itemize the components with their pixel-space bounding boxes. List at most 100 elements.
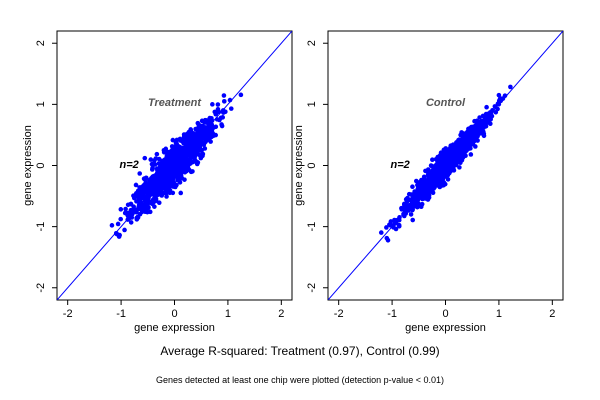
footnote: Genes detected at least one chip were pl… <box>156 375 444 385</box>
x-tick-label: 1 <box>225 308 231 320</box>
data-point <box>153 196 159 202</box>
data-point <box>215 102 221 107</box>
data-point <box>195 132 200 138</box>
data-point <box>164 194 169 199</box>
data-point <box>184 166 190 172</box>
data-point <box>202 133 208 139</box>
data-point <box>161 179 167 185</box>
y-axis-label: gene expression <box>22 125 34 206</box>
scatter-panel-2: -2 -1 0 1 2 -2 -1 0 1 2 gene expression gene expres… <box>293 30 564 334</box>
data-point <box>160 159 166 165</box>
data-point <box>209 134 214 140</box>
data-point <box>183 146 188 151</box>
x-tick-label: 1 <box>496 308 502 320</box>
data-point <box>190 169 195 174</box>
data-point <box>405 195 410 201</box>
data-point <box>195 120 201 126</box>
data-point <box>156 161 162 166</box>
y-tick-label: 2 <box>306 40 318 46</box>
data-point <box>118 207 124 212</box>
data-point <box>448 143 454 149</box>
data-point <box>128 201 134 207</box>
y-tick-label: -2 <box>35 283 47 293</box>
x-axis-label: gene expression <box>405 322 486 334</box>
data-point <box>213 132 218 138</box>
y-tick-label: 0 <box>35 162 47 168</box>
data-point <box>143 175 149 181</box>
data-point <box>210 102 215 107</box>
y-tick-label: 0 <box>306 162 318 168</box>
data-point <box>165 158 170 163</box>
data-point <box>468 128 474 134</box>
data-point <box>159 175 165 181</box>
data-point <box>152 204 157 209</box>
data-point <box>154 151 160 157</box>
data-point <box>474 119 479 124</box>
data-point <box>438 150 444 156</box>
x-tick-label: 2 <box>278 308 284 320</box>
data-point <box>413 178 419 184</box>
y-tick-label: -2 <box>306 283 318 293</box>
data-point <box>212 109 218 115</box>
data-point <box>164 153 170 159</box>
x-axis-label: gene expression <box>134 322 215 334</box>
data-point <box>192 153 198 159</box>
x-tick-label: -1 <box>116 308 126 320</box>
data-point <box>158 192 164 198</box>
data-point <box>421 194 427 199</box>
data-point <box>175 177 180 183</box>
data-point <box>118 216 124 222</box>
data-point <box>199 147 205 153</box>
data-point <box>508 84 513 90</box>
data-point <box>206 120 212 125</box>
data-point <box>488 121 493 127</box>
data-point <box>137 171 143 176</box>
data-point <box>156 200 162 206</box>
data-point <box>221 99 227 104</box>
y-tick-label: -1 <box>306 222 318 232</box>
data-point <box>404 203 409 208</box>
data-point <box>199 126 204 132</box>
data-point <box>139 184 145 190</box>
y-tick-label: -1 <box>35 222 47 232</box>
data-point <box>427 188 432 194</box>
data-point <box>142 188 148 194</box>
data-point <box>159 185 164 191</box>
data-point <box>221 109 226 115</box>
data-point <box>151 175 157 180</box>
data-point <box>149 201 154 206</box>
data-point <box>135 214 141 220</box>
data-point <box>165 149 171 155</box>
data-point <box>481 133 487 139</box>
data-point <box>425 172 431 178</box>
data-point <box>163 146 169 152</box>
y-tick-label: 1 <box>306 101 318 107</box>
data-point <box>152 179 157 184</box>
data-point <box>169 144 175 149</box>
data-point <box>154 166 160 171</box>
data-point <box>133 182 139 188</box>
data-point <box>209 115 214 121</box>
x-tick-label: -2 <box>63 308 73 320</box>
data-point <box>156 156 162 162</box>
data-point <box>195 160 201 165</box>
data-point <box>132 195 137 201</box>
data-point <box>163 188 169 194</box>
data-point <box>472 138 478 144</box>
data-point <box>445 172 451 178</box>
data-point <box>219 123 225 129</box>
data-point <box>172 184 178 190</box>
data-point <box>191 149 197 155</box>
data-point <box>136 196 142 202</box>
data-point <box>393 220 399 226</box>
data-point <box>168 164 173 169</box>
data-point <box>158 189 163 194</box>
data-point <box>148 157 154 162</box>
data-point <box>399 205 404 211</box>
data-point <box>407 202 413 208</box>
data-point <box>429 184 435 190</box>
data-point <box>197 152 202 158</box>
data-point <box>133 191 139 196</box>
data-point <box>208 139 213 144</box>
data-point <box>173 156 179 162</box>
